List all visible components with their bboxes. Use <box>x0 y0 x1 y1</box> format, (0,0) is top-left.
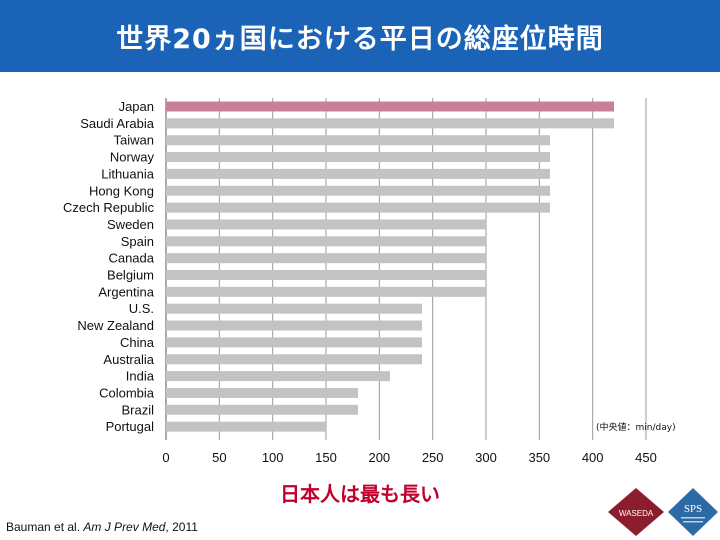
citation-authors: Bauman et al. <box>6 520 81 534</box>
category-label: Colombia <box>99 385 155 400</box>
bar-czech-republic <box>166 202 550 213</box>
category-label: Saudi Arabia <box>80 116 154 131</box>
bar-brazil <box>166 404 358 415</box>
x-tick-label: 250 <box>422 450 444 465</box>
category-label: China <box>120 335 155 350</box>
x-tick-label: 300 <box>475 450 497 465</box>
category-label: Sweden <box>107 217 154 232</box>
bars <box>166 101 614 432</box>
x-tick-label: 150 <box>315 450 337 465</box>
category-label: Canada <box>108 251 154 266</box>
x-tick-label: 350 <box>528 450 550 465</box>
bar-saudi-arabia <box>166 118 614 129</box>
x-tick-label: 100 <box>262 450 284 465</box>
category-label: Belgium <box>107 268 154 283</box>
bar-taiwan <box>166 135 550 146</box>
category-label: Hong Kong <box>89 183 154 198</box>
bar-china <box>166 337 422 348</box>
category-label: India <box>126 369 155 384</box>
bar-norway <box>166 152 550 163</box>
bar-colombia <box>166 387 358 398</box>
category-label: Argentina <box>98 284 154 299</box>
category-label: U.S. <box>129 301 154 316</box>
x-axis-ticks: 0 50 100 150 200 250 300 350 400 450 <box>162 450 656 465</box>
conclusion-text: 日本人は最も長い <box>280 482 440 506</box>
bar-lithuania <box>166 168 550 179</box>
category-label: Lithuania <box>101 166 155 181</box>
bar-new-zealand <box>166 320 422 331</box>
waseda-logo: WASEDA <box>608 488 664 536</box>
bar-spain <box>166 236 486 247</box>
waseda-logo-text: WASEDA <box>619 509 654 518</box>
slide-title: 世界20ヵ国における平日の総座位時間 <box>0 0 720 72</box>
bar-portugal <box>166 421 326 432</box>
category-label: Taiwan <box>114 133 154 148</box>
bar-india <box>166 371 390 382</box>
category-label: Czech Republic <box>63 200 155 215</box>
citation-journal: Am J Prev Med <box>83 520 166 534</box>
category-label: New Zealand <box>77 318 154 333</box>
x-tick-label: 450 <box>635 450 657 465</box>
x-tick-label: 0 <box>162 450 169 465</box>
category-label: Brazil <box>121 402 154 417</box>
category-label: Australia <box>103 352 154 367</box>
unit-note: (中央値：min/day) <box>596 423 676 433</box>
x-tick-label: 400 <box>582 450 604 465</box>
category-label: Spain <box>121 234 154 249</box>
x-tick-label: 50 <box>212 450 226 465</box>
bar-u-s <box>166 303 422 314</box>
bar-canada <box>166 253 486 264</box>
bar-japan <box>166 101 614 112</box>
category-label: Portugal <box>106 419 155 434</box>
category-label: Japan <box>119 99 154 114</box>
bar-hong-kong <box>166 185 550 196</box>
x-tick-label: 200 <box>368 450 390 465</box>
citation-year: , 2011 <box>165 520 198 534</box>
bar-sweden <box>166 219 486 230</box>
bar-australia <box>166 354 422 365</box>
citation: Bauman et al. Am J Prev Med, 2011 <box>6 520 198 534</box>
bar-argentina <box>166 286 486 297</box>
bar-belgium <box>166 270 486 280</box>
sps-logo-text: SPS <box>684 503 702 515</box>
sps-logo: SPS <box>668 488 718 536</box>
category-label: Norway <box>110 150 155 165</box>
